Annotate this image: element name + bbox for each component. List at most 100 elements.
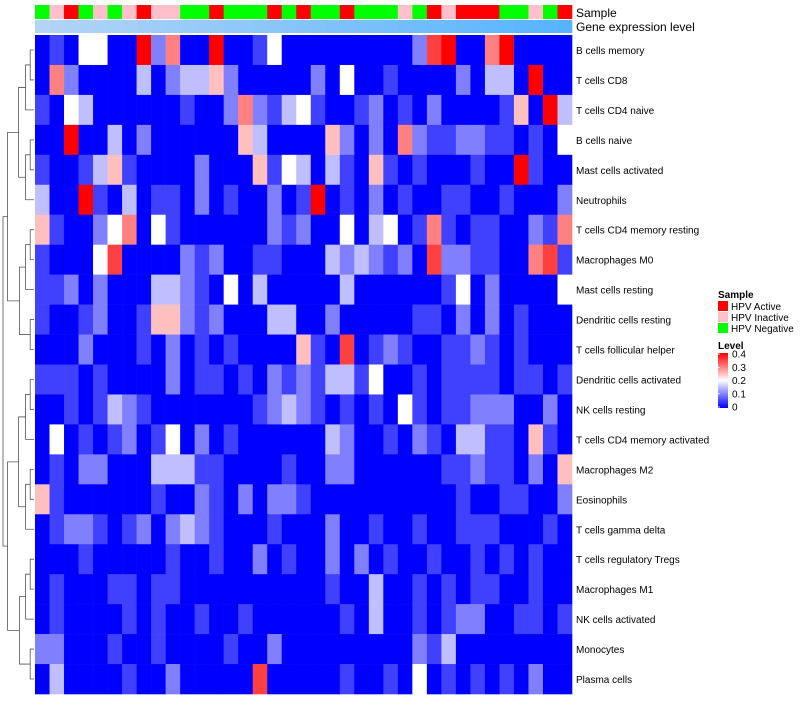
heatmap-cell <box>397 334 413 365</box>
heatmap-cell <box>296 334 312 365</box>
heatmap-cell <box>354 334 370 365</box>
heatmap-cell <box>484 604 500 635</box>
heatmap-cell <box>78 484 94 515</box>
heatmap-cell <box>383 274 399 305</box>
heatmap-cell <box>252 334 268 365</box>
heatmap-cell <box>122 214 137 245</box>
heatmap-cell <box>107 514 123 545</box>
heatmap-cell <box>441 35 457 66</box>
row-label: Macrophages M1 <box>576 585 654 596</box>
heatmap-cell <box>49 364 65 395</box>
heatmap-cell <box>238 634 254 665</box>
heatmap-cell <box>310 214 326 245</box>
heatmap-cell <box>281 454 297 485</box>
heatmap-cell <box>557 304 573 335</box>
heatmap-cell <box>136 35 152 66</box>
heatmap-cell <box>441 664 457 695</box>
heatmap-cell <box>64 424 79 455</box>
heatmap-cell <box>93 604 108 635</box>
heatmap-cell <box>223 154 239 186</box>
sample-annotation-cell <box>455 5 471 19</box>
heatmap-cell <box>267 454 283 485</box>
heatmap-cell <box>165 604 181 635</box>
heatmap-cell <box>397 454 413 485</box>
heatmap-cell <box>455 484 471 515</box>
heatmap-cell <box>354 304 370 335</box>
heatmap-cell <box>368 574 384 605</box>
heatmap-cell <box>136 364 152 395</box>
heatmap-cell <box>252 124 268 156</box>
heatmap-cell <box>542 94 558 126</box>
row-label: Mast cells activated <box>576 166 663 177</box>
heatmap-cell <box>354 364 370 395</box>
heatmap-cell <box>513 304 529 335</box>
heatmap-cell <box>354 424 370 455</box>
heatmap-cell <box>165 64 181 96</box>
heatmap-cell <box>426 154 442 186</box>
heatmap-cell <box>194 64 210 96</box>
heatmap-cell <box>426 604 442 635</box>
heatmap-cell <box>151 214 166 245</box>
heatmap-cell <box>267 664 283 695</box>
heatmap-cell <box>78 424 94 455</box>
heatmap-cell <box>296 424 312 455</box>
gene-expression-annotation-cell <box>325 20 341 33</box>
heatmap-cell <box>281 64 297 96</box>
heatmap-cell <box>151 304 166 335</box>
heatmap-cell <box>267 94 283 126</box>
sample-annotation-cell <box>296 5 312 19</box>
heatmap-cell <box>339 244 355 275</box>
heatmap-cell <box>470 424 486 455</box>
heatmap-cell <box>252 304 268 335</box>
sample-annotation-cell <box>209 5 224 19</box>
heatmap-cell <box>310 544 326 575</box>
heatmap-cell <box>557 244 573 275</box>
heatmap-cell <box>194 364 210 395</box>
heatmap-cell <box>165 394 181 425</box>
heatmap-cell <box>64 244 79 275</box>
heatmap-cell <box>528 154 544 186</box>
heatmap-cell <box>78 514 94 545</box>
heatmap-cell <box>122 394 137 425</box>
heatmap-cell <box>78 304 94 335</box>
dendrogram-branch <box>29 49 34 81</box>
heatmap-cell <box>35 484 50 515</box>
heatmap-cell <box>397 424 413 455</box>
heatmap-cell <box>151 424 166 455</box>
heatmap-cell <box>78 274 94 305</box>
heatmap-cell <box>281 214 297 245</box>
heatmap-cell <box>78 244 94 275</box>
heatmap-cell <box>252 94 268 126</box>
heatmap-cell <box>528 274 544 305</box>
heatmap-cell <box>238 544 254 575</box>
heatmap-cell <box>368 604 384 635</box>
heatmap-cell <box>557 424 573 455</box>
heatmap-cell <box>542 574 558 605</box>
heatmap-cell <box>209 274 224 305</box>
heatmap-cell <box>35 394 50 425</box>
sample-annotation-cell <box>136 5 152 19</box>
heatmap-cell <box>426 664 442 695</box>
row-label: Dendritic cells resting <box>576 316 671 327</box>
legend-level-colorbar <box>718 353 728 408</box>
row-label: NK cells activated <box>576 615 655 626</box>
heatmap-cell <box>484 214 500 245</box>
heatmap-cell <box>35 124 50 156</box>
heatmap-cell <box>499 514 515 545</box>
heatmap-cell <box>296 664 312 695</box>
heatmap-cell <box>194 304 210 335</box>
heatmap-cell <box>93 634 108 665</box>
heatmap-cell <box>35 334 50 365</box>
heatmap-cell <box>310 484 326 515</box>
dendrogram-branch <box>7 461 20 631</box>
heatmap-cell <box>499 604 515 635</box>
heatmap-cell <box>107 94 123 126</box>
legend-sample-label: HPV Negative <box>731 324 794 335</box>
heatmap-cell <box>107 544 123 575</box>
heatmap-cell <box>426 334 442 365</box>
dendrogram-branch <box>29 229 34 261</box>
heatmap-cell <box>441 334 457 365</box>
heatmap-cell <box>267 244 283 275</box>
sample-annotation-cell <box>49 5 65 19</box>
heatmap-cell <box>470 35 486 66</box>
